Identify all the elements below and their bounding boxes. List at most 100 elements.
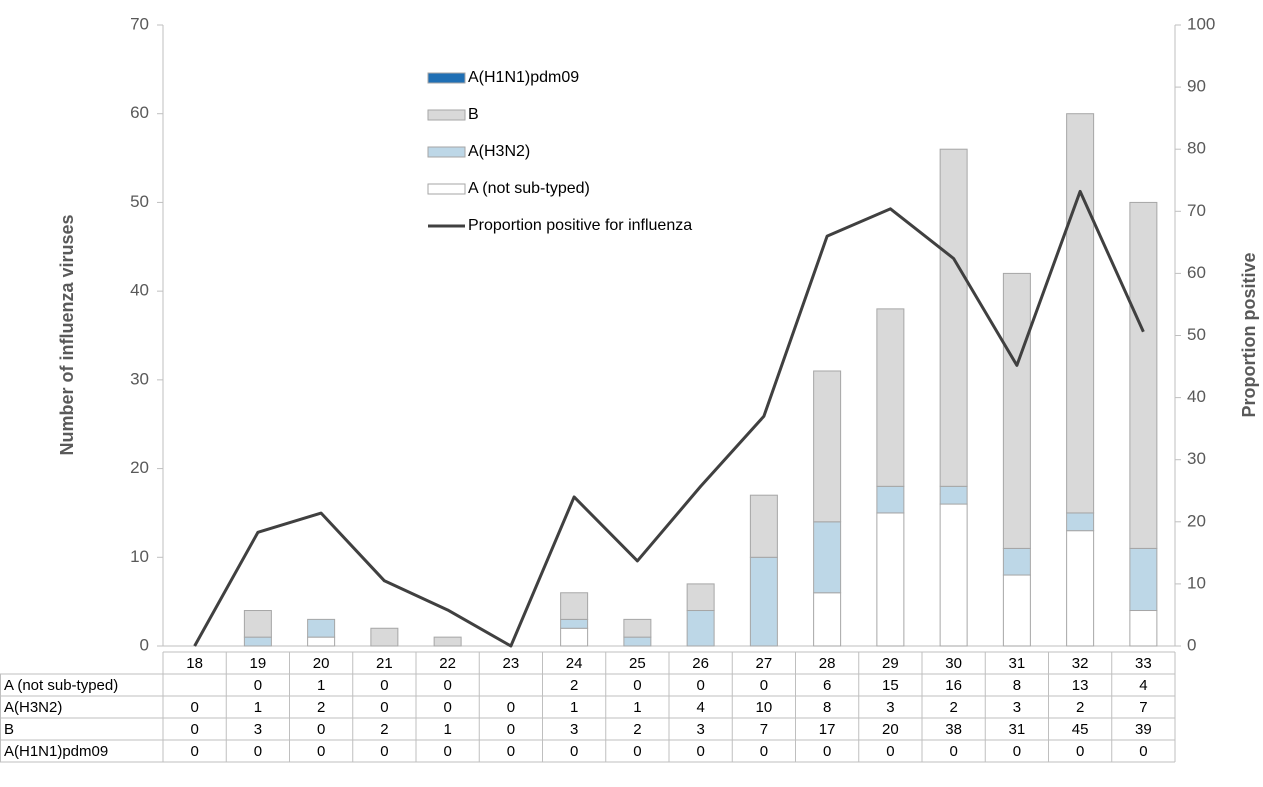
bar-segment bbox=[813, 592, 842, 647]
x-tick-label: 29 bbox=[882, 655, 899, 672]
table-cell: 0 bbox=[886, 743, 894, 760]
table-cell: 0 bbox=[823, 743, 831, 760]
table-row-label: A (not sub-typed) bbox=[4, 677, 118, 694]
table-cell: 2 bbox=[949, 699, 957, 716]
bar-segment bbox=[939, 503, 968, 647]
bar-segment bbox=[939, 485, 968, 505]
table-cell: 0 bbox=[443, 743, 451, 760]
bar-segment bbox=[307, 636, 336, 647]
y-tick-label: 50 bbox=[130, 192, 149, 211]
table-cell: 3 bbox=[254, 721, 262, 738]
y2-tick-label: 40 bbox=[1187, 387, 1206, 406]
y2-axis-title: Proportion positive bbox=[1239, 252, 1259, 417]
table-cell: 0 bbox=[760, 743, 768, 760]
bar-segment bbox=[560, 627, 589, 647]
table-cell: 0 bbox=[190, 721, 198, 738]
y-tick-label: 70 bbox=[130, 14, 149, 33]
bar-segment bbox=[686, 610, 715, 647]
table-cell: 8 bbox=[823, 699, 831, 716]
bar-segment bbox=[686, 583, 715, 612]
table-cell: 0 bbox=[190, 743, 198, 760]
table-cell: 7 bbox=[1139, 699, 1147, 716]
table-cell: 1 bbox=[254, 699, 262, 716]
x-tick-label: 30 bbox=[945, 655, 962, 672]
table-cell: 0 bbox=[443, 699, 451, 716]
bar-segment bbox=[560, 592, 589, 620]
table-cell: 45 bbox=[1072, 721, 1089, 738]
bar-segment bbox=[1066, 530, 1095, 647]
x-tick-label: 24 bbox=[566, 655, 583, 672]
table-cell: 20 bbox=[882, 721, 899, 738]
bar-segment bbox=[243, 610, 272, 638]
table-cell: 0 bbox=[380, 677, 388, 694]
table-cell: 0 bbox=[696, 677, 704, 694]
table-cell: 15 bbox=[882, 677, 899, 694]
legend-label: Proportion positive for influenza bbox=[468, 217, 692, 234]
table-cell: 3 bbox=[570, 721, 578, 738]
table-cell: 3 bbox=[886, 699, 894, 716]
table-cell: 2 bbox=[633, 721, 641, 738]
table-cell: 0 bbox=[1139, 743, 1147, 760]
bar-segment bbox=[1129, 610, 1158, 647]
y2-tick-label: 10 bbox=[1187, 573, 1206, 592]
y2-tick-label: 50 bbox=[1187, 325, 1206, 344]
table-cell: 0 bbox=[380, 699, 388, 716]
x-tick-label: 20 bbox=[313, 655, 330, 672]
x-tick-label: 22 bbox=[439, 655, 456, 672]
table-cell: 0 bbox=[317, 743, 325, 760]
y-tick-label: 10 bbox=[130, 547, 149, 566]
y-tick-label: 20 bbox=[130, 458, 149, 477]
table-cell: 0 bbox=[507, 721, 515, 738]
bar-segment bbox=[749, 494, 778, 558]
x-tick-label: 21 bbox=[376, 655, 393, 672]
bar-segment bbox=[813, 370, 842, 523]
table-cell: 0 bbox=[443, 677, 451, 694]
y-tick-label: 0 bbox=[140, 635, 149, 654]
legend-label: A(H1N1)pdm09 bbox=[468, 69, 579, 86]
table-cell: 0 bbox=[696, 743, 704, 760]
table-cell: 4 bbox=[696, 699, 704, 716]
table-cell: 4 bbox=[1139, 677, 1147, 694]
y2-tick-label: 80 bbox=[1187, 139, 1206, 158]
table-cell: 31 bbox=[1009, 721, 1026, 738]
legend-swatch bbox=[427, 183, 466, 195]
bar-segment bbox=[433, 636, 462, 647]
y2-tick-label: 90 bbox=[1187, 77, 1206, 96]
table-cell: 0 bbox=[633, 743, 641, 760]
table-cell: 1 bbox=[443, 721, 451, 738]
bar-segment bbox=[623, 618, 652, 638]
table-cell: 3 bbox=[696, 721, 704, 738]
table-cell: 8 bbox=[1013, 677, 1021, 694]
y2-tick-label: 20 bbox=[1187, 511, 1206, 530]
y2-tick-label: 0 bbox=[1187, 635, 1196, 654]
line-series bbox=[193, 189, 1145, 648]
bar-segment bbox=[876, 308, 905, 487]
bar-segment bbox=[876, 485, 905, 514]
table-cell: 0 bbox=[633, 677, 641, 694]
table-cell: 2 bbox=[1076, 699, 1084, 716]
bar-segment bbox=[1002, 574, 1031, 647]
table-cell: 2 bbox=[380, 721, 388, 738]
table-cell: 0 bbox=[380, 743, 388, 760]
table-cell: 0 bbox=[760, 677, 768, 694]
y-tick-label: 40 bbox=[130, 281, 149, 300]
y-tick-label: 60 bbox=[130, 103, 149, 122]
x-tick-label: 23 bbox=[503, 655, 520, 672]
table-cell: 13 bbox=[1072, 677, 1089, 694]
y2-tick-label: 70 bbox=[1187, 201, 1206, 220]
table-cell: 0 bbox=[949, 743, 957, 760]
bar-segment bbox=[1129, 547, 1158, 612]
x-tick-label: 28 bbox=[819, 655, 836, 672]
y2-tick-label: 100 bbox=[1187, 14, 1215, 33]
bar-segment bbox=[876, 512, 905, 647]
table-cell: 0 bbox=[1076, 743, 1084, 760]
bar-segment bbox=[1066, 113, 1095, 514]
bar-segment bbox=[1002, 547, 1031, 576]
legend-label: A(H3N2) bbox=[468, 143, 530, 160]
table-cell: 17 bbox=[819, 721, 836, 738]
table-cell: 0 bbox=[507, 699, 515, 716]
legend-swatch bbox=[427, 72, 466, 84]
table-cell: 6 bbox=[823, 677, 831, 694]
x-tick-label: 33 bbox=[1135, 655, 1152, 672]
